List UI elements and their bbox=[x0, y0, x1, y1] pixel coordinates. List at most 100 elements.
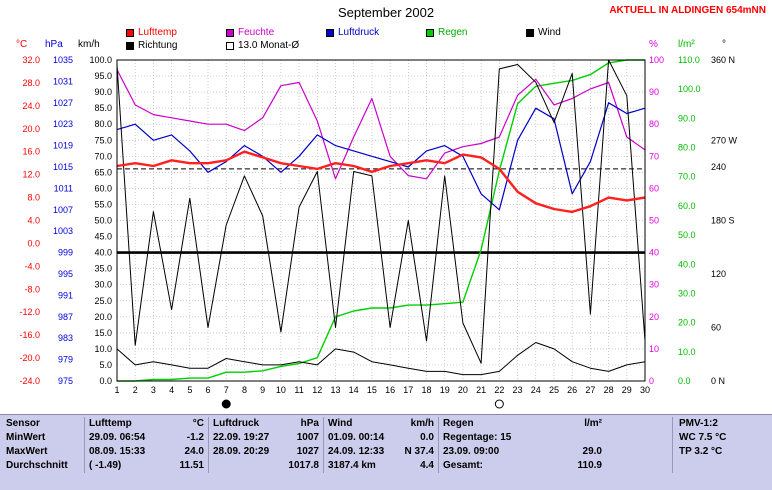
tick-label: 180 S bbox=[711, 216, 735, 226]
tick-label: 0.0 bbox=[99, 376, 112, 386]
tick-label: 120 bbox=[711, 269, 726, 279]
day-label: 4 bbox=[169, 385, 174, 395]
stats-cell: 28.09. 20:29 1027 bbox=[208, 445, 323, 459]
tick-label: 16.0 bbox=[22, 147, 40, 157]
tick-label: 4.0 bbox=[27, 216, 40, 226]
tick-label: 90.0 bbox=[678, 113, 696, 123]
tick-label: 70.0 bbox=[678, 172, 696, 182]
plot-border bbox=[116, 59, 646, 382]
tick-label: -24.0 bbox=[19, 376, 40, 386]
full-moon-icon bbox=[494, 399, 504, 409]
cell-value: 01.09. 00:14 bbox=[328, 432, 385, 443]
day-label: 6 bbox=[206, 385, 211, 395]
tick-label: -8.0 bbox=[24, 284, 40, 294]
tick-label: 10.0 bbox=[678, 347, 696, 357]
tick-label: 0.0 bbox=[27, 238, 40, 248]
month-title: September 2002 bbox=[337, 5, 435, 20]
tick-label: 45.0 bbox=[94, 232, 112, 242]
cell-value: 1027 bbox=[296, 446, 319, 457]
legend-label: Regen bbox=[438, 27, 468, 38]
cell-value: 110.9 bbox=[577, 460, 602, 471]
stats-cell: 3187.4 km 4.4 bbox=[323, 459, 438, 473]
tick-label: 35.0 bbox=[94, 264, 112, 274]
tick-label: 40 bbox=[649, 248, 659, 258]
tick-label: 85.0 bbox=[94, 103, 112, 113]
axis-tempC: 32.0 28.0 24.0 20.0 16.0 12.0 8.0 4.0 0.0 -4.0 -8.… bbox=[16, 39, 40, 386]
tick-label: 12.0 bbox=[22, 170, 40, 180]
tick-label: 60.0 bbox=[678, 201, 696, 211]
tick-label: 979 bbox=[58, 355, 73, 365]
tick-label: 999 bbox=[58, 248, 73, 258]
stats-cell: 24.09. 12:33 N 37.4 bbox=[323, 445, 438, 459]
chart-legend: Lufttemp Feuchte Luftdruck Regen Wind Richtun… bbox=[126, 26, 626, 52]
stats-cell: 01.09. 00:14 0.0 bbox=[323, 431, 438, 445]
day-label: 20 bbox=[458, 385, 468, 395]
tick-label: 10.0 bbox=[94, 344, 112, 354]
tick-label: 1019 bbox=[53, 141, 73, 151]
tick-label: 30 bbox=[649, 280, 659, 290]
tick-label: 1007 bbox=[53, 205, 73, 215]
weather-chart: 32.028.024.020.016.012.08.04.00.0-4.0-8.… bbox=[16, 39, 738, 409]
tick-label: 90.0 bbox=[94, 87, 112, 97]
day-label: 10 bbox=[276, 385, 286, 395]
tick-label: 975 bbox=[58, 376, 73, 386]
grid-lines bbox=[116, 59, 646, 382]
tick-label: 50.0 bbox=[678, 230, 696, 240]
cell-value: 23.09. 09:00 bbox=[443, 446, 500, 457]
legend-swatch bbox=[526, 28, 534, 37]
cell-value: Regen bbox=[443, 418, 474, 429]
day-label: 22 bbox=[494, 385, 504, 395]
tick-label: 70 bbox=[649, 151, 659, 161]
legend-swatch bbox=[226, 28, 234, 37]
day-label: 17 bbox=[403, 385, 413, 395]
day-label: 21 bbox=[476, 385, 486, 395]
series-luftdruck bbox=[116, 102, 646, 211]
cell-value: N 37.4 bbox=[404, 446, 434, 457]
cell-value: Luftdruck bbox=[213, 418, 260, 429]
day-label: 19 bbox=[440, 385, 450, 395]
series-wind bbox=[116, 342, 646, 376]
cell-value: hPa bbox=[300, 418, 319, 429]
tick-label: 270 W bbox=[711, 135, 738, 145]
cell-value: 0.0 bbox=[420, 432, 434, 443]
stats-cell: Regen l/m² bbox=[438, 417, 672, 431]
stats-row-durchschnitt: Durchschnitt ( -1.49) 11.51 1017.8 3187.4 km… bbox=[0, 459, 772, 473]
row-label: MinWert bbox=[6, 432, 46, 443]
tick-label: 100.0 bbox=[89, 55, 112, 65]
tick-label: 1035 bbox=[53, 55, 73, 65]
axis-kmh: 100.0 95.0 90.0 85.0 80.0 75.0 70.0 65.0 60.0 55.… bbox=[78, 39, 112, 386]
cell-value: Wind bbox=[328, 418, 353, 429]
tick-label: 10 bbox=[649, 344, 659, 354]
day-label: 28 bbox=[604, 385, 614, 395]
day-label: 3 bbox=[151, 385, 156, 395]
tick-label: 30.0 bbox=[678, 288, 696, 298]
legend-swatch bbox=[126, 28, 134, 37]
stats-cell: Lufttemp °C bbox=[84, 417, 208, 431]
stats-cell: ( -1.49) 11.51 bbox=[84, 459, 208, 473]
cell-value: km/h bbox=[410, 418, 434, 429]
tick-label: 50.0 bbox=[94, 216, 112, 226]
stats-cell: 23.09. 09:00 29.0 bbox=[438, 445, 672, 459]
tick-label: 0.0 bbox=[678, 376, 691, 386]
tick-label: 60 bbox=[711, 323, 721, 333]
stats-cell: 1017.8 bbox=[208, 459, 323, 473]
tick-label: 5.0 bbox=[99, 360, 112, 370]
axis-unit-label: ° bbox=[722, 39, 726, 50]
row-label: MaxWert bbox=[6, 446, 48, 457]
day-label: 30 bbox=[640, 385, 650, 395]
tick-label: 240 bbox=[711, 162, 726, 172]
tick-label: 40.0 bbox=[678, 259, 696, 269]
tick-label: 50 bbox=[649, 216, 659, 226]
day-label: 11 bbox=[294, 385, 303, 395]
legend-label: Wind bbox=[538, 27, 561, 38]
day-label: 1 bbox=[114, 385, 119, 395]
day-label: 13 bbox=[330, 385, 340, 395]
day-label: 23 bbox=[513, 385, 523, 395]
series-regen bbox=[117, 59, 645, 382]
tick-label: 0 N bbox=[711, 376, 725, 386]
tick-label: 1015 bbox=[53, 162, 73, 172]
cell-value: 1017.8 bbox=[288, 460, 319, 471]
stats-cell: 29.09. 06:54 -1.2 bbox=[84, 431, 208, 445]
tick-label: 80 bbox=[649, 119, 659, 129]
